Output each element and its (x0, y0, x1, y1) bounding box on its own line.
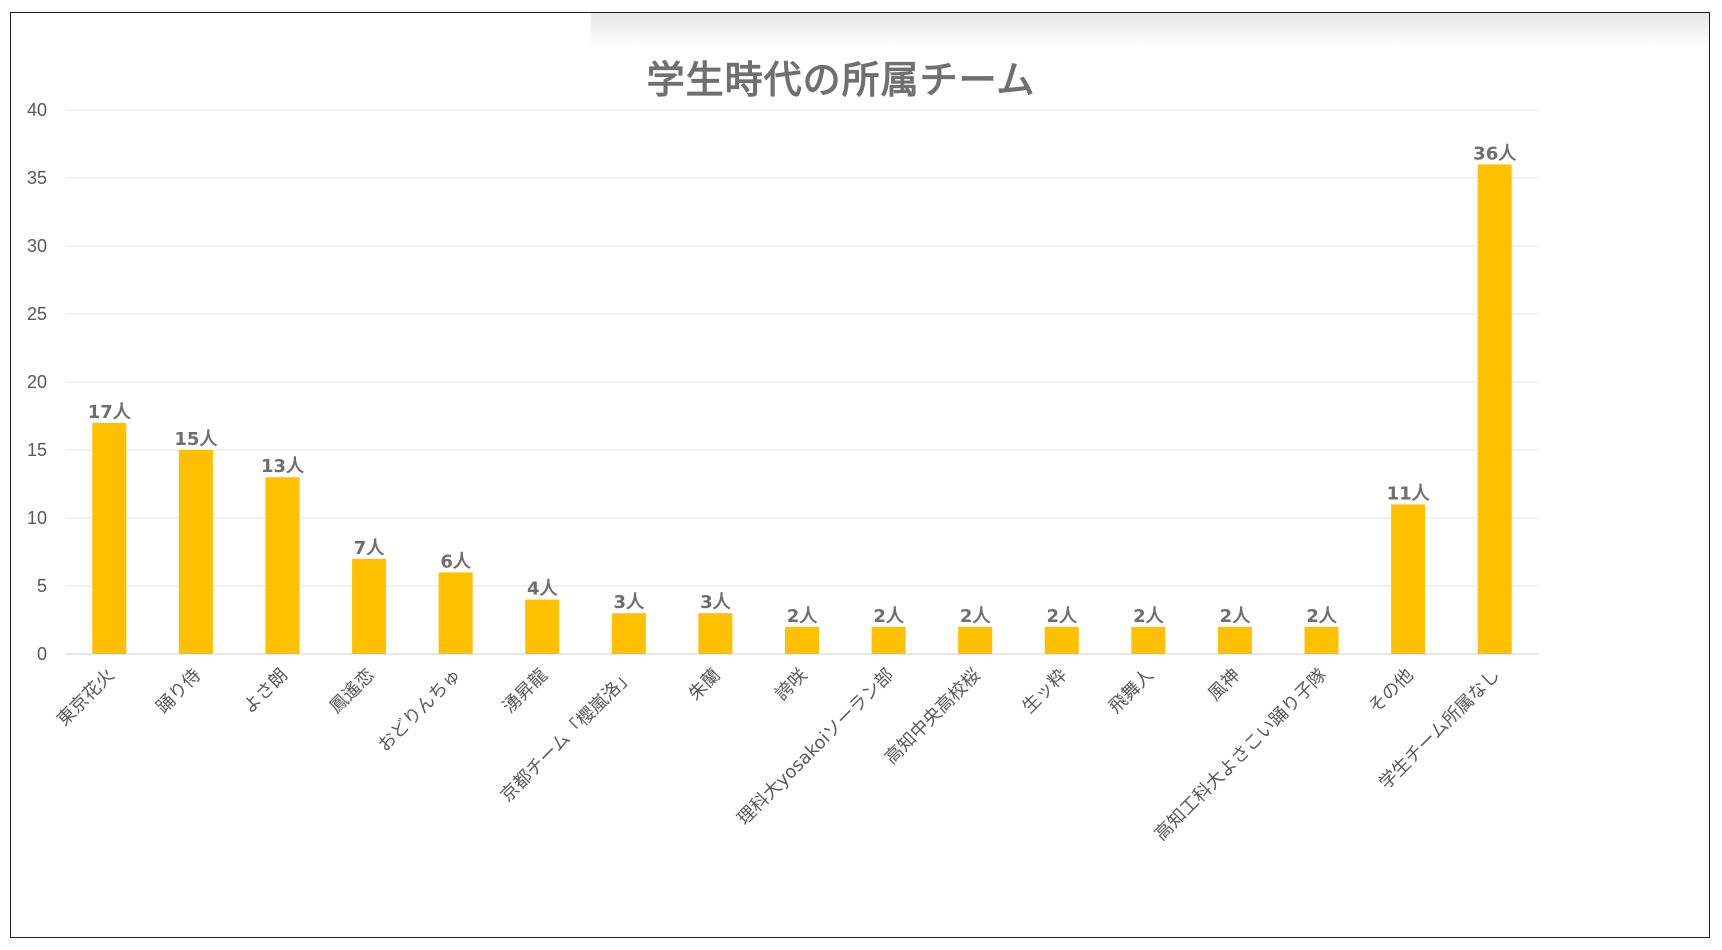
y-tick-label: 25 (27, 304, 47, 324)
header-shadow (591, 13, 1709, 47)
x-tick-label: その他 (1365, 665, 1418, 718)
bar (92, 422, 127, 654)
x-tick-label: 誇咲 (771, 665, 811, 705)
data-label: 3人 (614, 592, 646, 613)
bar (698, 613, 733, 654)
y-tick-label: 40 (27, 100, 47, 120)
bar (1044, 626, 1079, 654)
data-label: 6人 (440, 551, 472, 572)
y-tick-label: 10 (27, 508, 47, 528)
data-label: 2人 (873, 606, 905, 627)
x-tick-label: 湧昇龍 (499, 665, 552, 718)
bar (1217, 626, 1252, 654)
x-tick-label: 理科大yosakoiソーラン部 (733, 665, 898, 830)
data-label: 2人 (960, 606, 992, 627)
x-tick-label: よさ朗 (239, 665, 292, 718)
y-tick-label: 35 (27, 168, 47, 188)
y-tick-label: 20 (27, 372, 47, 392)
x-tick-label: 飛舞人 (1105, 665, 1158, 718)
y-tick-label: 30 (27, 236, 47, 256)
bar (178, 450, 213, 654)
bar (265, 477, 300, 654)
bar (438, 572, 473, 654)
data-label: 2人 (787, 606, 819, 627)
bar (1304, 626, 1339, 654)
bar (785, 626, 819, 654)
y-tick-label: 0 (37, 644, 47, 664)
x-tick-label: 朱蘭 (685, 665, 725, 705)
data-label: 2人 (1306, 606, 1338, 627)
y-tick-label: 5 (37, 576, 47, 596)
data-label: 7人 (354, 538, 386, 559)
bar (871, 626, 906, 654)
x-tick-label: 鳳遙恋 (325, 664, 379, 718)
bar (611, 613, 646, 654)
data-label: 13人 (261, 456, 305, 477)
data-label: 36人 (1473, 143, 1517, 164)
x-tick-label: おどりんちゅ (374, 665, 465, 756)
bar (1391, 504, 1426, 654)
data-label: 2人 (1220, 606, 1252, 627)
x-tick-label: 東京花火 (53, 665, 119, 731)
data-label: 3人 (700, 592, 732, 613)
bar (525, 599, 560, 654)
chart-frame: 学生時代の所属チーム 0 5 10 15 20 25 30 35 40 17人東京花火 15人踊り侍… (10, 12, 1710, 938)
data-label: 2人 (1133, 606, 1165, 627)
bar (352, 558, 387, 654)
bar (1477, 164, 1512, 654)
x-tick-label: 高知工科大よさこい踊り子隊 (1151, 665, 1331, 845)
y-tick-label: 15 (27, 440, 47, 460)
x-tick-label: 生ッ粋 (1018, 665, 1071, 718)
data-label: 4人 (527, 579, 559, 600)
data-label: 11人 (1387, 483, 1431, 504)
data-label: 17人 (88, 402, 132, 423)
bar (958, 626, 993, 654)
bar (1131, 626, 1166, 654)
x-tick-label: 踊り侍 (152, 665, 205, 718)
chart-title: 学生時代の所属チーム (646, 58, 1036, 102)
data-label: 2人 (1046, 606, 1078, 627)
x-tick-label: 風神 (1204, 665, 1244, 705)
data-label: 15人 (174, 429, 218, 450)
